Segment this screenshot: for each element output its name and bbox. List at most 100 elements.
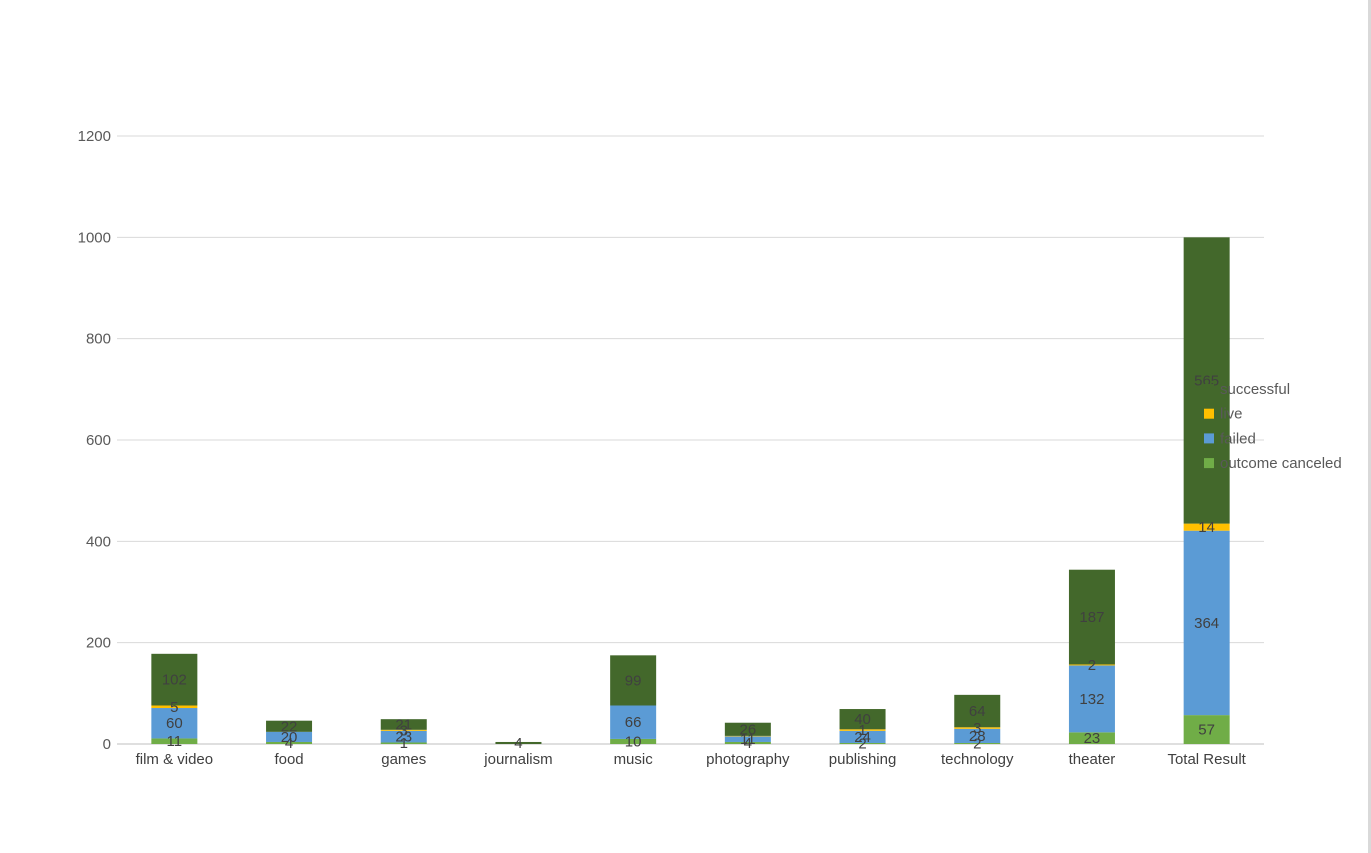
data-label: 26 bbox=[740, 721, 757, 738]
data-label: 10 bbox=[625, 733, 642, 750]
bar-segment bbox=[724, 736, 771, 742]
bar-segment bbox=[1183, 715, 1230, 744]
x-tick-label: journalism bbox=[483, 751, 552, 768]
legend-label: successful bbox=[1220, 381, 1290, 398]
x-tick-label: technology bbox=[941, 751, 1014, 768]
x-tick-label: Total Result bbox=[1167, 751, 1246, 768]
data-label: 11 bbox=[167, 733, 183, 750]
bar-segment bbox=[1068, 664, 1115, 666]
legend-label: outcome canceled bbox=[1220, 455, 1342, 472]
data-label: 57 bbox=[1198, 722, 1215, 739]
x-tick-label: games bbox=[381, 751, 426, 768]
data-label: 1 bbox=[400, 735, 408, 752]
bar-segment bbox=[1183, 237, 1230, 524]
bar-segment bbox=[151, 705, 198, 709]
data-label: 40 bbox=[854, 711, 871, 728]
bar-segment bbox=[266, 741, 313, 744]
data-label: 102 bbox=[162, 672, 187, 689]
window-edge bbox=[1368, 0, 1371, 853]
y-tick-label: 400 bbox=[86, 533, 111, 550]
bar-segment bbox=[839, 709, 886, 730]
bar-segment bbox=[839, 730, 886, 743]
y-tick-label: 1000 bbox=[78, 229, 111, 246]
data-label: 364 bbox=[1194, 615, 1219, 632]
x-axis-labels: film & video food games journalism music phot… bbox=[136, 751, 1247, 768]
x-tick-label: film & video bbox=[136, 751, 214, 768]
data-label: 14 bbox=[1198, 519, 1215, 536]
bar-segment bbox=[1068, 569, 1115, 665]
data-label: 2 bbox=[1088, 657, 1096, 674]
y-tick-label: 0 bbox=[103, 736, 111, 753]
bar-segment bbox=[266, 720, 313, 732]
x-tick-label: theater bbox=[1069, 751, 1116, 768]
data-label: 60 bbox=[166, 715, 183, 732]
y-tick-label: 200 bbox=[86, 635, 111, 652]
bar-segment bbox=[380, 729, 427, 731]
data-label: 5 bbox=[170, 699, 178, 716]
legend-label: live bbox=[1220, 406, 1243, 423]
data-label: 4 bbox=[514, 735, 522, 752]
bar-segment bbox=[1183, 530, 1230, 716]
bar-segment bbox=[954, 742, 1001, 744]
data-label: 24 bbox=[854, 729, 871, 746]
bar-segment bbox=[610, 705, 657, 739]
x-tick-label: photography bbox=[706, 751, 790, 768]
bar-segment bbox=[495, 741, 542, 744]
bar-segment bbox=[380, 719, 427, 730]
bar-segment bbox=[1068, 732, 1115, 744]
data-label: 22 bbox=[281, 718, 298, 735]
bar-segment bbox=[151, 738, 198, 744]
y-tick-label: 800 bbox=[86, 331, 111, 348]
bar-segment bbox=[1068, 665, 1115, 733]
bar-segment bbox=[954, 728, 1001, 743]
bar-segment bbox=[724, 735, 771, 737]
bar-segment bbox=[380, 730, 427, 743]
data-label: 23 bbox=[395, 729, 412, 746]
bar-segment bbox=[954, 694, 1001, 728]
bar-segment bbox=[266, 731, 313, 742]
data-label: 20 bbox=[281, 729, 298, 746]
legend-swatch bbox=[1204, 408, 1214, 419]
bar-segment bbox=[151, 708, 198, 739]
bar-segment bbox=[724, 722, 771, 736]
bar-segment bbox=[151, 653, 198, 706]
data-label: 3 bbox=[973, 720, 981, 737]
data-label: 64 bbox=[969, 703, 986, 720]
bar-segment bbox=[724, 741, 771, 744]
data-label: 2 bbox=[858, 735, 866, 752]
data-label: 4 bbox=[285, 735, 293, 752]
gridlines bbox=[117, 135, 1264, 745]
bar-segment bbox=[839, 729, 886, 731]
data-label: 66 bbox=[625, 714, 642, 731]
y-tick-label: 1200 bbox=[78, 128, 111, 145]
data-label: 28 bbox=[969, 728, 986, 745]
legend: successful live failed outcome canceled bbox=[1204, 381, 1342, 472]
bar-segment bbox=[380, 742, 427, 744]
x-tick-label: publishing bbox=[829, 751, 897, 768]
data-label: 2 bbox=[973, 735, 981, 752]
bar-segment bbox=[954, 727, 1001, 729]
legend-swatch bbox=[1204, 433, 1214, 444]
bar-segment bbox=[610, 655, 657, 706]
data-label: 3 bbox=[400, 722, 408, 739]
x-tick-label: food bbox=[274, 751, 303, 768]
data-label: 4 bbox=[744, 735, 752, 752]
data-label: 132 bbox=[1079, 691, 1104, 708]
x-tick-label: music bbox=[614, 751, 654, 768]
data-label: 99 bbox=[625, 672, 642, 689]
data-label: 1 bbox=[858, 722, 866, 739]
bar-segment bbox=[610, 738, 657, 744]
legend-swatch bbox=[1204, 384, 1214, 394]
data-label: 11 bbox=[740, 731, 756, 748]
legend-swatch bbox=[1204, 458, 1214, 469]
legend-label: failed bbox=[1220, 430, 1256, 447]
y-axis-ticks: 0 200 400 600 800 1000 1200 bbox=[78, 128, 111, 753]
y-tick-label: 600 bbox=[86, 432, 111, 449]
bar-segment bbox=[1183, 523, 1230, 531]
bars bbox=[151, 237, 1230, 744]
data-label: 187 bbox=[1079, 609, 1104, 626]
data-label: 23 bbox=[1084, 730, 1101, 747]
data-label: 21 bbox=[395, 716, 412, 733]
